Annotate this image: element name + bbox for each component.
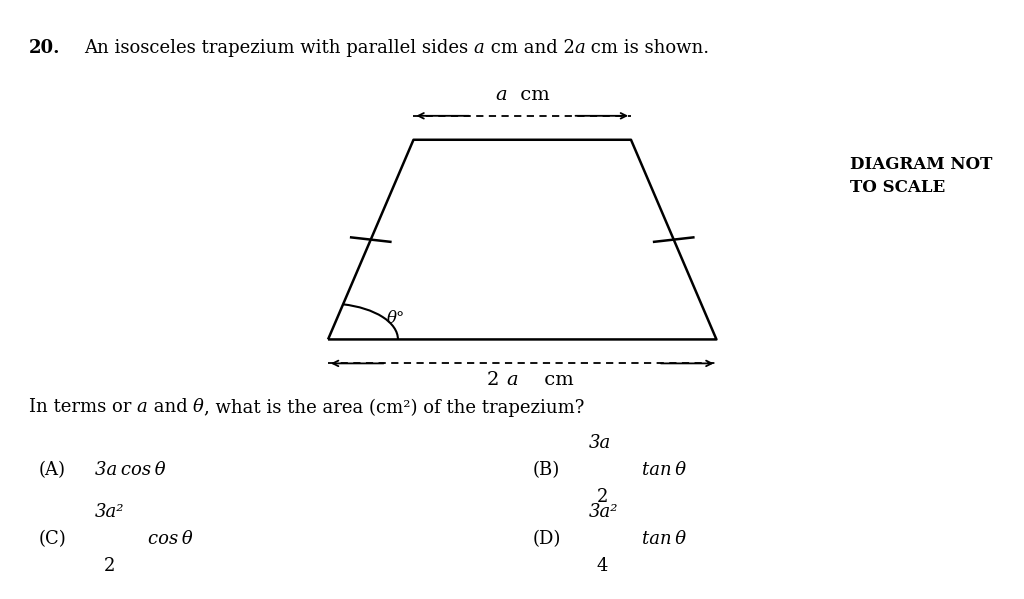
Text: (B): (B) — [532, 461, 560, 479]
Text: 2: 2 — [103, 557, 115, 575]
Text: 3a: 3a — [589, 434, 611, 452]
Text: 3a²: 3a² — [589, 503, 618, 521]
Text: (C): (C) — [39, 530, 67, 548]
Text: 2: 2 — [486, 371, 499, 389]
Text: θ°: θ° — [386, 310, 404, 328]
Text: a: a — [507, 371, 518, 389]
Text: cm: cm — [538, 371, 573, 389]
Text: (D): (D) — [532, 530, 561, 548]
Text: In terms or: In terms or — [29, 398, 137, 416]
Text: 4: 4 — [597, 557, 608, 575]
Text: a: a — [474, 39, 484, 57]
Text: a: a — [137, 398, 147, 416]
Text: a: a — [495, 86, 507, 104]
Text: a: a — [574, 39, 586, 57]
Text: θ: θ — [194, 398, 204, 416]
Text: An isosceles trapezium with parallel sides: An isosceles trapezium with parallel sid… — [84, 39, 474, 57]
Text: cm: cm — [514, 86, 550, 104]
Text: tan θ: tan θ — [642, 530, 686, 548]
Text: cm is shown.: cm is shown. — [586, 39, 710, 57]
Text: 3a cos θ: 3a cos θ — [95, 461, 166, 479]
Text: DIAGRAM NOT
TO SCALE: DIAGRAM NOT TO SCALE — [850, 156, 992, 196]
Text: 3a²: 3a² — [95, 503, 125, 521]
Text: tan θ: tan θ — [642, 461, 686, 479]
Text: 2: 2 — [597, 488, 608, 506]
Text: and: and — [147, 398, 194, 416]
Text: (A): (A) — [39, 461, 66, 479]
Text: cos θ: cos θ — [148, 530, 194, 548]
Text: , what is the area (cm²) of the trapezium?: , what is the area (cm²) of the trapeziu… — [204, 398, 585, 416]
Text: 20.: 20. — [29, 39, 60, 57]
Text: cm and 2: cm and 2 — [484, 39, 574, 57]
